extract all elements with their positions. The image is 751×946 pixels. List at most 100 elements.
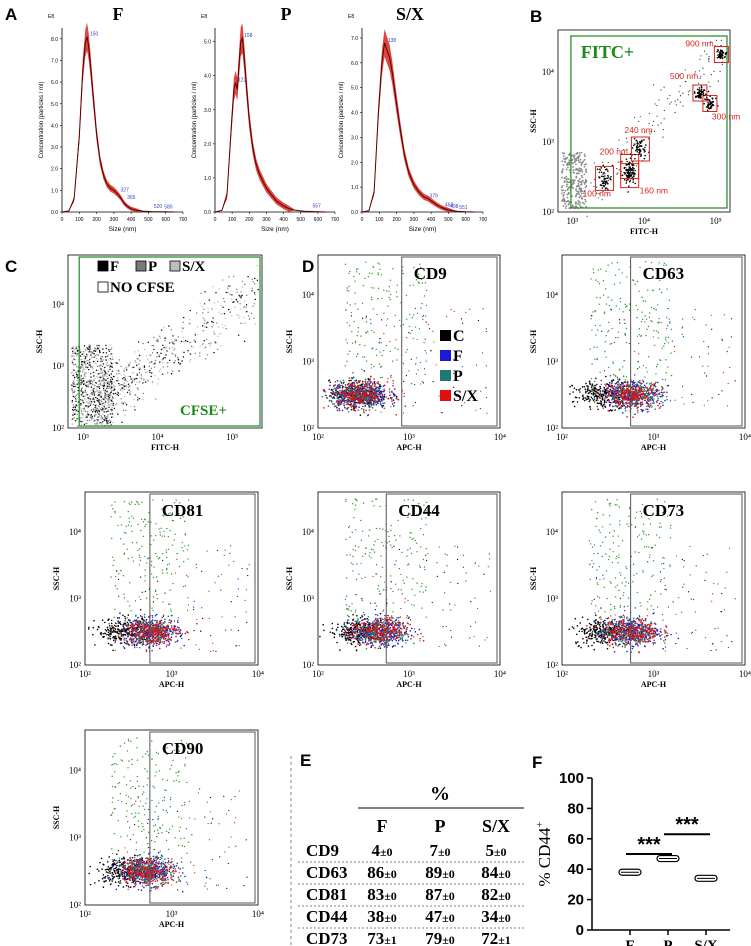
marker-event (365, 409, 367, 412)
cfse-event (110, 353, 112, 355)
marker-event (335, 389, 338, 392)
marker-event (388, 391, 391, 393)
marker-event (368, 403, 370, 406)
cfse-event (95, 390, 97, 392)
bead-event (640, 153, 642, 155)
marker-event (346, 398, 349, 401)
marker-event-green (402, 272, 404, 275)
nta-xtick-label: 700 (179, 217, 188, 223)
cfse-event (206, 354, 209, 356)
marker-event (381, 399, 383, 402)
marker-event-green (385, 344, 388, 347)
cfse-event (82, 400, 84, 403)
marker-event-sparse (387, 378, 389, 380)
marker-event-green (173, 539, 175, 541)
bead-scatter-event (599, 169, 601, 172)
cfse-event (203, 347, 206, 349)
cfse-event (94, 377, 96, 380)
marker-event-green (607, 264, 609, 266)
marker-event-green (144, 569, 146, 571)
cfse-event (163, 356, 165, 359)
marker-event (612, 373, 615, 376)
bead-event (644, 146, 646, 149)
marker-event (634, 381, 636, 384)
bead-event (717, 49, 720, 52)
bead-event (707, 99, 709, 101)
bead-scatter-event (682, 92, 684, 94)
marker-event-sparse (681, 396, 683, 398)
marker-event-sparse (408, 370, 410, 372)
cfse-event (74, 363, 77, 366)
bead-event (633, 167, 635, 170)
marker-event (382, 404, 385, 407)
marker-event-sparse (624, 334, 626, 337)
marker-event (338, 408, 340, 410)
marker-event-sparse (691, 393, 693, 395)
cfse-event (202, 317, 204, 319)
nta-charts: E80.01.02.03.04.05.06.07.08.00 100 200 300 4… (39, 14, 487, 233)
cfse-event (110, 373, 113, 375)
cfse-event (74, 383, 76, 386)
marker-event-green (628, 309, 631, 311)
marker-event (635, 388, 638, 391)
marker-event (352, 371, 354, 374)
cfse-event (88, 405, 90, 408)
cfse-event (92, 371, 94, 374)
marker-event-green (360, 335, 362, 337)
cfse-event (209, 344, 211, 347)
cfse-event (100, 395, 102, 398)
marker-event (665, 395, 668, 398)
cfse-event (174, 354, 176, 356)
marker-event (383, 388, 385, 391)
bead-scatter-event (714, 44, 716, 47)
marker-event-green (631, 279, 634, 281)
cfse-event (112, 421, 114, 424)
marker-event-green (408, 325, 411, 328)
cfse-event (143, 378, 145, 380)
bead-event (636, 150, 639, 153)
cfse-event (74, 408, 76, 411)
marker-event-green (608, 366, 610, 369)
bead-event (624, 173, 626, 175)
nta-xtick-label: 0 (361, 217, 364, 223)
cfse-event (82, 382, 84, 384)
marker-event-sparse (707, 400, 709, 402)
cfse-legend-swatch (97, 281, 109, 293)
cfse-event (134, 409, 136, 411)
cfse-event (73, 382, 75, 384)
cfse-event (93, 387, 95, 390)
cfse-event (206, 326, 208, 328)
marker-event (363, 387, 365, 389)
marker-event (643, 388, 646, 391)
marker-event-green (653, 330, 655, 332)
bead-event (636, 147, 638, 149)
cfse-event (114, 397, 116, 400)
cfse-event (105, 395, 107, 398)
bead-noise-event (577, 182, 580, 185)
marker-event-green (364, 277, 366, 280)
marker-event-green (157, 558, 160, 560)
bead-event (704, 98, 706, 100)
cfse-event (125, 409, 127, 412)
bead-noise-event (575, 193, 578, 195)
marker-event-green (151, 560, 153, 563)
cfse-event (73, 409, 75, 411)
marker-event (331, 403, 334, 405)
marker-event-green (592, 271, 595, 274)
marker-event-green (592, 311, 594, 313)
cfse-event (82, 368, 84, 371)
marker-event-sparse (698, 356, 701, 358)
marker-event (620, 401, 622, 403)
bead-noise-event (585, 205, 587, 208)
bead-scatter-event (715, 39, 718, 41)
cfse-event (82, 352, 85, 355)
marker-event (612, 387, 615, 389)
bead-event (721, 56, 724, 58)
cfse-event (158, 354, 160, 356)
bead-event (610, 178, 612, 181)
marker-event (383, 384, 386, 387)
cfse-event (172, 370, 174, 373)
marker-event-green (405, 294, 408, 297)
cfse-event (83, 377, 85, 379)
marker-event (574, 396, 577, 399)
